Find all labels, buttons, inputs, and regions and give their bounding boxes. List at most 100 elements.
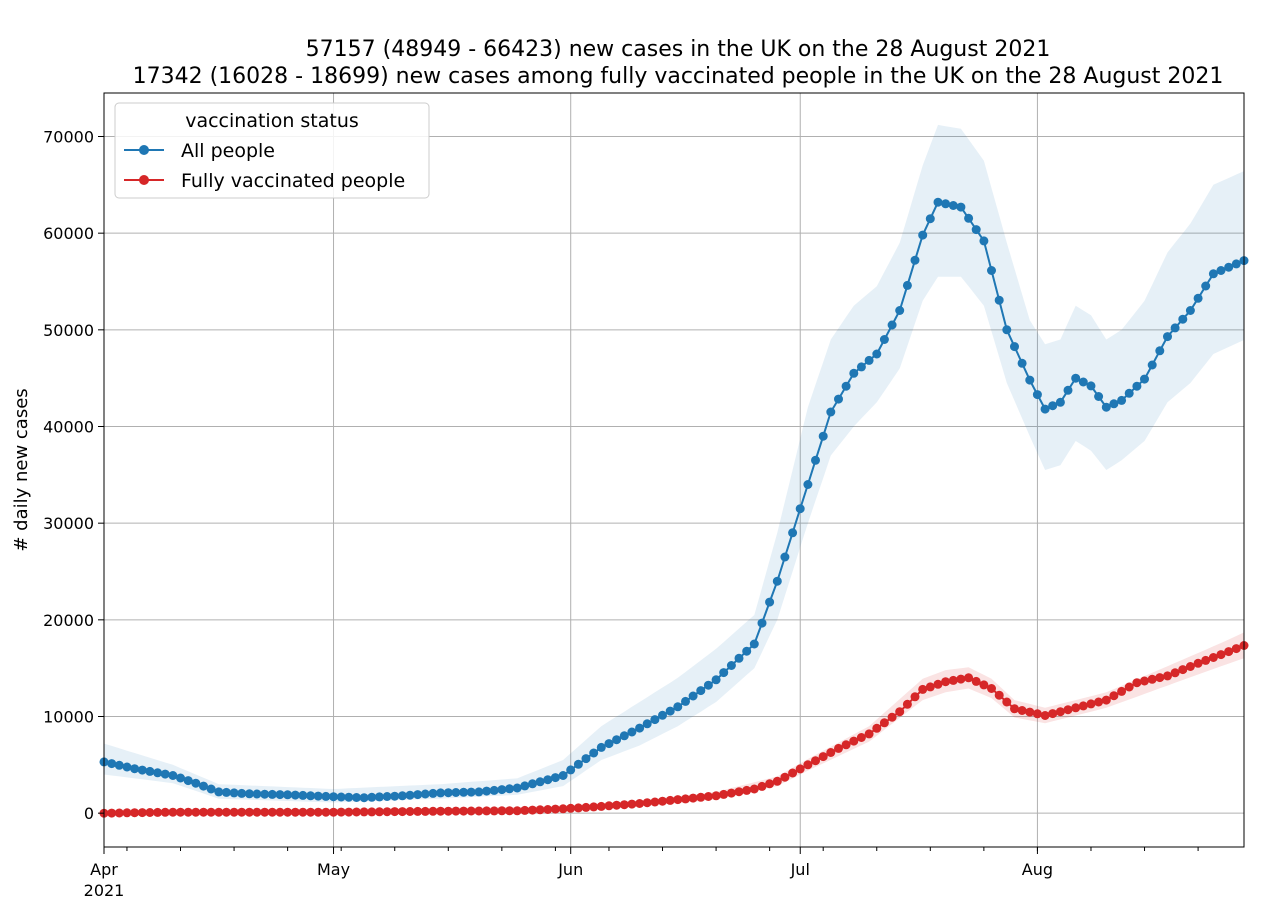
marker-all-people bbox=[979, 236, 989, 246]
marker-all-people bbox=[895, 306, 905, 315]
marker-fully-vaccinated bbox=[505, 806, 514, 816]
marker-all-people bbox=[321, 791, 331, 801]
marker-fully-vaccinated bbox=[941, 677, 951, 687]
marker-fully-vaccinated bbox=[1224, 647, 1234, 657]
marker-all-people bbox=[229, 788, 239, 798]
marker-fully-vaccinated bbox=[244, 807, 254, 817]
marker-all-people bbox=[306, 791, 316, 801]
marker-all-people bbox=[237, 788, 247, 798]
marker-fully-vaccinated bbox=[742, 785, 752, 795]
y-tick-label: 30000 bbox=[43, 514, 94, 533]
marker-fully-vaccinated bbox=[971, 676, 981, 686]
marker-fully-vaccinated bbox=[719, 789, 729, 799]
marker-all-people bbox=[596, 742, 606, 752]
marker-fully-vaccinated bbox=[237, 807, 247, 817]
marker-all-people bbox=[1109, 399, 1119, 409]
marker-all-people bbox=[474, 787, 484, 797]
marker-fully-vaccinated bbox=[834, 743, 843, 753]
y-tick-label: 40000 bbox=[43, 418, 94, 437]
marker-all-people bbox=[137, 765, 147, 775]
marker-all-people bbox=[176, 773, 185, 783]
marker-all-people bbox=[788, 528, 798, 538]
marker-all-people bbox=[581, 754, 591, 764]
marker-all-people bbox=[1124, 388, 1134, 398]
marker-all-people bbox=[780, 552, 790, 562]
marker-fully-vaccinated bbox=[1132, 678, 1142, 688]
marker-all-people bbox=[1086, 381, 1096, 391]
marker-all-people bbox=[145, 766, 155, 776]
marker-all-people bbox=[107, 759, 117, 769]
marker-all-people bbox=[153, 768, 163, 778]
marker-fully-vaccinated bbox=[397, 807, 407, 817]
marker-all-people bbox=[811, 455, 820, 465]
marker-fully-vaccinated bbox=[902, 699, 912, 709]
marker-all-people bbox=[711, 675, 721, 685]
marker-all-people bbox=[971, 225, 981, 235]
y-axis: 0 10000 20000 30000 40000 50000 60000 70000 bbox=[43, 128, 104, 823]
marker-fully-vaccinated bbox=[512, 806, 522, 816]
marker-all-people bbox=[619, 731, 629, 741]
marker-all-people bbox=[252, 789, 262, 799]
marker-fully-vaccinated bbox=[681, 794, 690, 804]
marker-fully-vaccinated bbox=[367, 807, 377, 817]
marker-all-people bbox=[841, 381, 851, 391]
marker-fully-vaccinated bbox=[1208, 653, 1218, 662]
marker-fully-vaccinated bbox=[788, 768, 798, 778]
marker-all-people bbox=[1231, 259, 1241, 269]
marker-all-people bbox=[114, 760, 124, 770]
marker-fully-vaccinated bbox=[374, 807, 384, 817]
marker-fully-vaccinated bbox=[168, 807, 178, 817]
marker-fully-vaccinated bbox=[1147, 674, 1157, 684]
y-axis-label: # daily new cases bbox=[11, 388, 32, 551]
marker-all-people bbox=[1163, 332, 1172, 342]
marker-all-people bbox=[1040, 404, 1050, 414]
marker-all-people bbox=[902, 280, 912, 290]
marker-fully-vaccinated bbox=[321, 807, 331, 817]
marker-all-people bbox=[1094, 392, 1104, 401]
marker-all-people bbox=[765, 597, 775, 607]
marker-fully-vaccinated bbox=[688, 793, 698, 803]
marker-all-people bbox=[122, 762, 132, 772]
marker-all-people bbox=[604, 739, 614, 749]
marker-fully-vaccinated bbox=[497, 806, 507, 816]
marker-fully-vaccinated bbox=[1063, 705, 1073, 715]
legend-label-fully-vaccinated: Fully vaccinated people bbox=[181, 170, 405, 192]
marker-all-people bbox=[933, 197, 943, 207]
marker-fully-vaccinated bbox=[703, 792, 713, 801]
marker-fully-vaccinated bbox=[573, 803, 583, 813]
marker-fully-vaccinated bbox=[772, 776, 782, 786]
marker-fully-vaccinated bbox=[612, 800, 622, 810]
marker-fully-vaccinated bbox=[1086, 699, 1096, 709]
marker-fully-vaccinated bbox=[122, 808, 132, 818]
marker-fully-vaccinated bbox=[994, 690, 1004, 700]
marker-all-people bbox=[451, 788, 461, 797]
marker-fully-vaccinated bbox=[910, 692, 920, 702]
marker-fully-vaccinated bbox=[290, 807, 300, 817]
marker-fully-vaccinated bbox=[979, 680, 989, 690]
marker-fully-vaccinated bbox=[390, 807, 400, 817]
marker-fully-vaccinated bbox=[696, 792, 706, 802]
marker-all-people bbox=[505, 784, 514, 794]
marker-all-people bbox=[482, 786, 492, 796]
marker-fully-vaccinated bbox=[183, 807, 193, 817]
marker-fully-vaccinated bbox=[336, 807, 346, 817]
marker-fully-vaccinated bbox=[1002, 697, 1012, 707]
marker-all-people bbox=[512, 783, 522, 793]
marker-all-people bbox=[130, 764, 140, 774]
marker-fully-vaccinated bbox=[711, 791, 721, 801]
y-tick-label: 20000 bbox=[43, 611, 94, 630]
marker-fully-vaccinated bbox=[329, 807, 338, 817]
marker-all-people bbox=[650, 715, 660, 725]
marker-all-people bbox=[566, 765, 576, 775]
marker-fully-vaccinated bbox=[856, 733, 866, 742]
marker-all-people bbox=[1078, 377, 1088, 387]
marker-fully-vaccinated bbox=[275, 807, 285, 817]
marker-fully-vaccinated bbox=[757, 781, 767, 791]
marker-all-people bbox=[1101, 402, 1111, 412]
grid bbox=[103, 93, 1244, 847]
marker-fully-vaccinated bbox=[428, 806, 438, 816]
marker-all-people bbox=[183, 776, 193, 786]
marker-fully-vaccinated bbox=[1178, 665, 1188, 675]
marker-all-people bbox=[658, 710, 667, 720]
marker-all-people bbox=[726, 661, 736, 670]
